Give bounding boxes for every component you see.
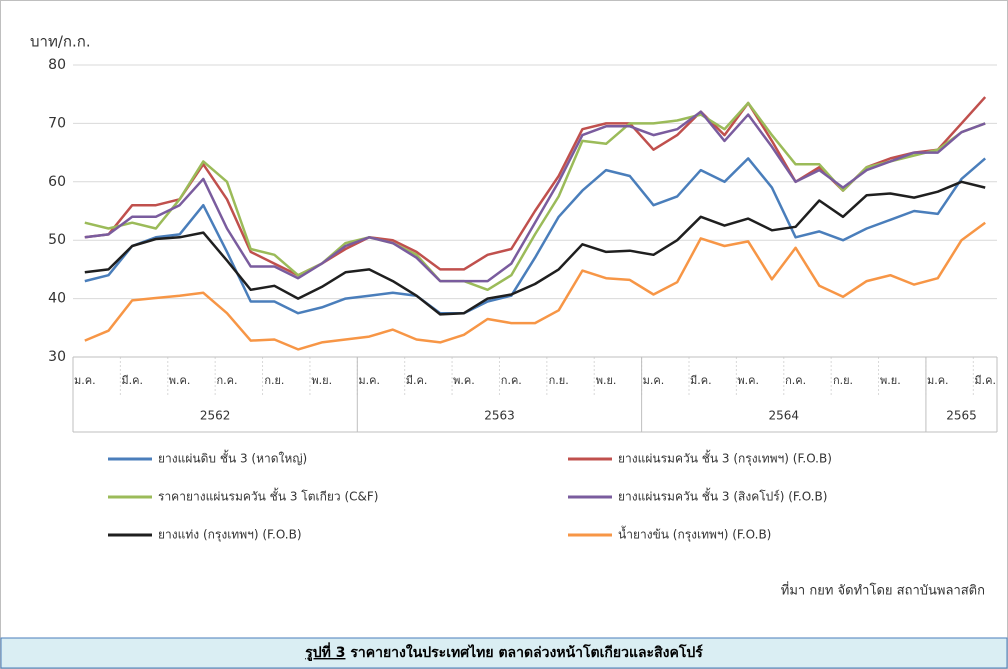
- x-tick-label: ก.ค.: [216, 374, 237, 387]
- legend-label: น้ำยางข้น (กรุงเทพฯ) (F.O.B): [618, 526, 771, 543]
- x-tick-label: พ.ค.: [453, 374, 475, 387]
- year-label: 2565: [946, 409, 977, 423]
- caption-text: ราคายางในประเทศไทย ตลาดล่วงหน้าโตเกียวแล…: [350, 643, 703, 661]
- legend-label: ราคายางแผ่นรมควัน ชั้น 3 โตเกียว (C&F): [158, 488, 379, 504]
- legend-label: ยางแท่ง (กรุงเทพฯ) (F.O.B): [158, 528, 302, 543]
- source: ที่มา กยท จัดทำโดย สถาบันพลาสติก: [781, 582, 985, 599]
- x-tick-label: มี.ค.: [121, 374, 143, 387]
- x-tick-label: ก.ย.: [833, 374, 853, 387]
- legend-label: ยางแผ่นรมควัน ชั้น 3 (สิงคโปร์) (F.O.B): [618, 488, 827, 504]
- y-tick-label: 30: [48, 349, 66, 365]
- x-tick-label: พ.ย.: [311, 374, 332, 387]
- x-tick-label: ม.ค.: [74, 374, 96, 387]
- x-tick-label: มี.ค.: [406, 374, 428, 387]
- y-tick-label: 60: [48, 174, 66, 190]
- y-tick-label: 40: [48, 291, 66, 307]
- x-tick-label: ก.ค.: [785, 374, 806, 387]
- caption-bar: [0, 637, 1008, 669]
- y-tick-label: 50: [48, 232, 66, 248]
- year-label: 2564: [768, 409, 799, 423]
- y-tick-label: 70: [48, 115, 66, 131]
- year-label: 2563: [484, 409, 515, 423]
- x-tick-label: มี.ค.: [974, 374, 996, 387]
- x-tick-label: พ.ค.: [737, 374, 759, 387]
- x-tick-label: พ.ย.: [596, 374, 617, 387]
- x-tick-label: ก.ค.: [501, 374, 522, 387]
- caption-label: รูปที่ 3: [305, 642, 345, 661]
- x-tick-label: ก.ย.: [264, 374, 284, 387]
- x-tick-label: ม.ค.: [927, 374, 949, 387]
- x-tick-label: พ.ค.: [169, 374, 191, 387]
- series-line: [84, 180, 986, 316]
- series-line: [84, 110, 986, 283]
- x-tick-label: ม.ค.: [358, 374, 380, 387]
- x-tick-label: ม.ค.: [643, 374, 665, 387]
- year-label: 2562: [200, 409, 231, 423]
- caption: รูปที่ 3 ราคายางในประเทศไทย ตลาดล่วงหน้า…: [305, 642, 703, 661]
- legend-label: ยางแผ่นดิบ ชั้น 3 (หาดใหญ่): [158, 450, 307, 466]
- x-tick-label: พ.ย.: [880, 374, 901, 387]
- series-line: [84, 221, 986, 351]
- y-tick-label: 80: [48, 57, 66, 73]
- y-axis-label: บาท/ก.ก.: [30, 33, 91, 51]
- x-tick-label: มี.ค.: [690, 374, 712, 387]
- x-tick-label: ก.ย.: [549, 374, 569, 387]
- legend-label: ยางแผ่นรมควัน ชั้น 3 (กรุงเทพฯ) (F.O.B): [618, 450, 832, 467]
